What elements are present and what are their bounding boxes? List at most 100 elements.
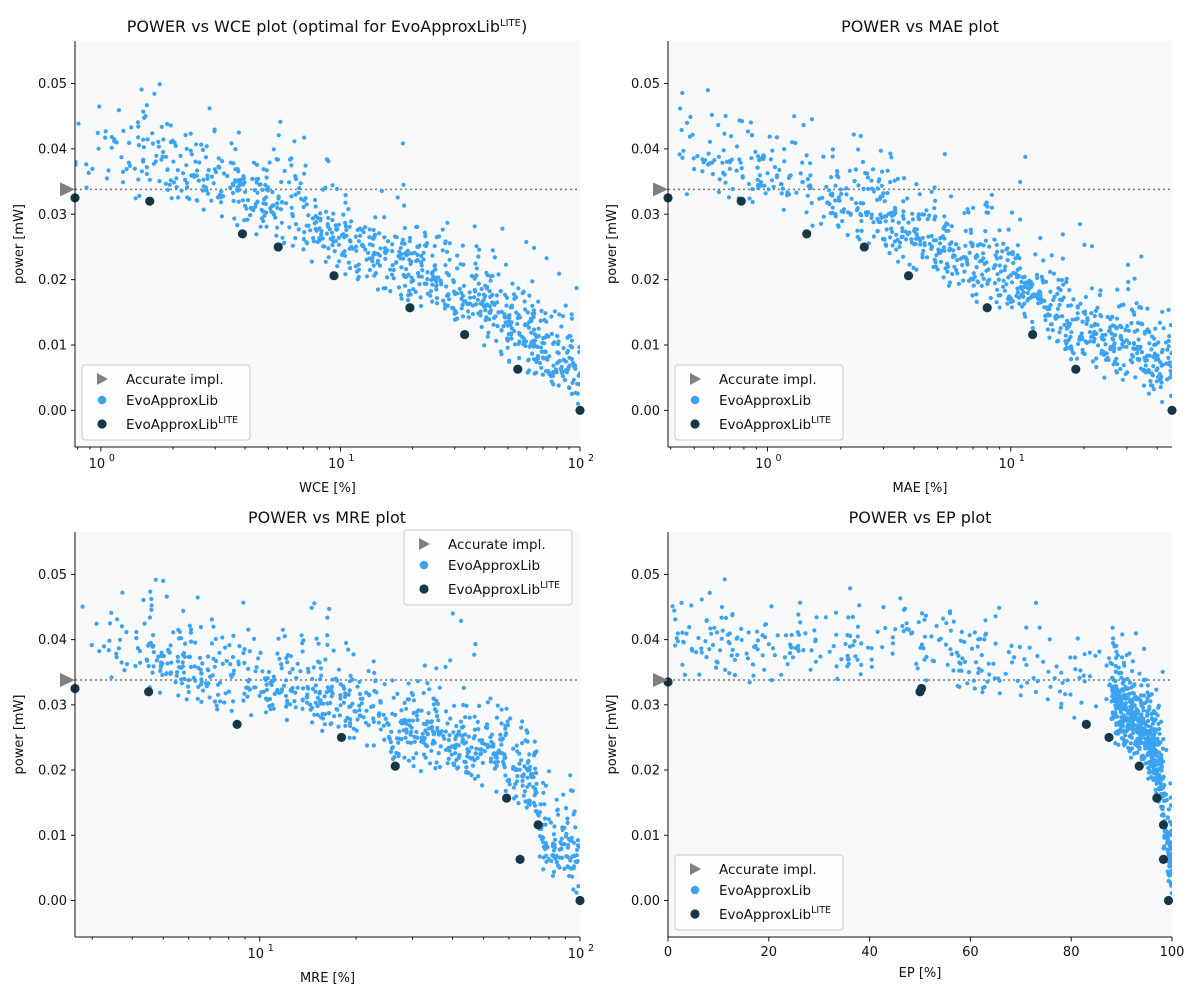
evoapproxlib-point	[1058, 705, 1064, 710]
evoapproxlib-point	[475, 755, 480, 761]
evoapproxlib-point	[287, 225, 292, 230]
evoapproxlib-point	[891, 210, 896, 215]
evoapproxlib-point	[959, 629, 964, 635]
evoapproxlib-point	[730, 613, 735, 618]
evoapproxlib-point	[720, 628, 725, 633]
evoapproxlib-point	[975, 243, 980, 248]
evoapproxlib-point	[404, 721, 409, 726]
evoapproxlib-point	[141, 597, 146, 603]
evoapproxlib-point	[474, 746, 479, 751]
evoapproxlib-point	[443, 241, 448, 246]
evoapproxlib-point	[531, 327, 537, 332]
evoapproxlib-point	[272, 677, 277, 682]
evoapproxlib-point	[1095, 305, 1100, 310]
evoapproxlib-point	[442, 306, 447, 311]
evoapproxlib-point	[565, 845, 571, 850]
evoapproxlib-point	[444, 284, 449, 289]
evoapproxlib-point	[924, 208, 929, 213]
evoapproxlib-point	[834, 664, 839, 669]
evoapproxlib-point	[770, 646, 776, 651]
evoapproxlib-point	[1128, 741, 1133, 746]
evoapproxlib-point	[463, 760, 468, 765]
evoapproxlib-point	[304, 223, 309, 228]
evoapproxlib-point	[180, 660, 185, 665]
evoapproxlib-point	[175, 670, 180, 675]
evoapproxlib-point	[450, 611, 455, 616]
evoapproxlib-point	[1024, 662, 1029, 668]
evoapproxlib-point	[305, 241, 310, 246]
evoapproxlib-point	[303, 196, 308, 201]
evoapproxlib-point	[1087, 330, 1092, 335]
evoapproxlib-point	[1048, 269, 1053, 274]
evoapproxlib-point	[206, 168, 211, 173]
evoapproxlib-point	[420, 731, 425, 737]
evoapproxlib-point	[391, 695, 396, 700]
evoapproxlib-point	[782, 159, 787, 164]
evoapproxlib-point	[441, 298, 446, 303]
evoapproxlib-point	[271, 203, 276, 208]
evoapproxlib-point	[322, 722, 327, 727]
evoapproxlib-point	[847, 168, 852, 173]
evoapproxlib-point	[1008, 273, 1013, 278]
legend-lite-label: EvoApproxLibLITE	[126, 415, 238, 433]
evoapproxlib-point	[965, 262, 970, 267]
legend-accurate-label: Accurate impl.	[719, 372, 817, 388]
legend-lite-marker	[419, 584, 429, 594]
evoapproxlib-point	[714, 630, 720, 635]
lite-point	[859, 242, 869, 252]
evoapproxlib-point	[560, 314, 566, 319]
evoapproxlib-point	[861, 186, 866, 191]
lite-point	[903, 271, 914, 281]
evoapproxlib-point	[562, 866, 567, 872]
evoapproxlib-point	[916, 620, 921, 625]
evoapproxlib-point	[755, 165, 760, 170]
evoapproxlib-point	[805, 177, 811, 182]
evoapproxlib-point	[882, 199, 887, 204]
evoapproxlib-point	[323, 259, 328, 264]
evoapproxlib-point	[519, 725, 524, 730]
evoapproxlib-point	[95, 130, 100, 136]
evoapproxlib-point	[769, 178, 775, 183]
evoapproxlib-point	[344, 227, 349, 233]
evoapproxlib-point	[298, 669, 303, 674]
lite-point	[390, 761, 400, 771]
evoapproxlib-point	[934, 623, 939, 629]
evoapproxlib-point	[937, 241, 943, 246]
y-tick-label: 0.04	[631, 633, 660, 648]
evoapproxlib-point	[324, 209, 329, 214]
evoapproxlib-point	[312, 712, 317, 717]
evoapproxlib-point	[938, 259, 944, 264]
evoapproxlib-point	[210, 673, 215, 678]
evoapproxlib-point	[189, 173, 194, 178]
evoapproxlib-point	[90, 166, 95, 171]
evoapproxlib-point	[575, 391, 580, 396]
evoapproxlib-point	[199, 671, 204, 676]
evoapproxlib-point	[268, 206, 273, 211]
evoapproxlib-point	[934, 253, 939, 258]
evoapproxlib-point	[121, 128, 126, 133]
legend-accurate-label: Accurate impl.	[448, 537, 546, 553]
evoapproxlib-point	[916, 212, 921, 217]
evoapproxlib-point	[1017, 644, 1022, 650]
evoapproxlib-point	[1123, 715, 1129, 720]
evoapproxlib-point	[471, 295, 477, 300]
evoapproxlib-point	[447, 257, 452, 262]
evoapproxlib-point	[534, 781, 539, 786]
evoapproxlib-point	[315, 704, 320, 709]
evoapproxlib-point	[1013, 271, 1019, 276]
evoapproxlib-point	[722, 577, 727, 582]
evoapproxlib-point	[1169, 822, 1172, 827]
evoapproxlib-point	[443, 729, 448, 734]
evoapproxlib-point	[905, 196, 910, 201]
evoapproxlib-point	[253, 669, 258, 674]
y-tick-label: 0.02	[38, 273, 67, 288]
evoapproxlib-point	[252, 636, 257, 642]
evoapproxlib-point	[740, 175, 745, 180]
evoapproxlib-point	[476, 774, 481, 779]
evoapproxlib-point	[445, 721, 450, 726]
evoapproxlib-point	[929, 634, 934, 639]
evoapproxlib-point	[804, 210, 809, 215]
evoapproxlib-point	[567, 385, 572, 391]
evoapproxlib-point	[941, 275, 946, 280]
evoapproxlib-point	[933, 198, 938, 203]
